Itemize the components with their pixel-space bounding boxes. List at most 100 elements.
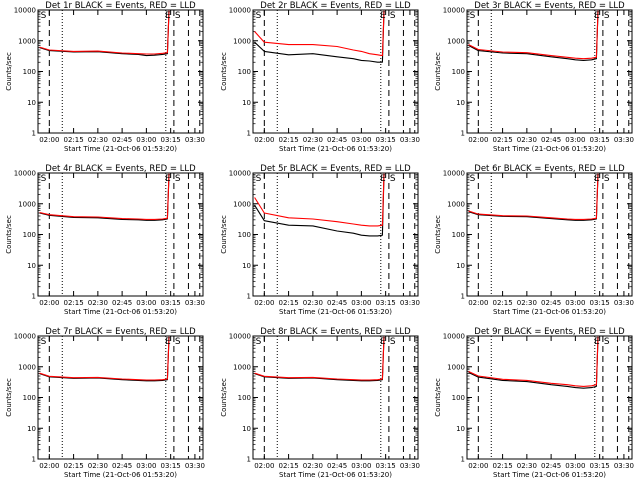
x-axis-label: Start Time (21-Oct-06 01:53:20)	[493, 308, 606, 316]
y-tick-label: 10	[242, 99, 251, 107]
y-tick-label: 10	[242, 425, 251, 433]
y-tick-label: 10000	[229, 333, 251, 341]
y-axis-label: Counts/sec	[220, 52, 228, 91]
x-tick-label: 02:30	[88, 299, 108, 307]
x-tick-label: 03:15	[590, 136, 610, 144]
panel-title: Det 3r BLACK = Events, RED = LLD	[474, 1, 625, 11]
y-axis-label: Counts/sec	[434, 378, 442, 417]
x-tick-label: 02:30	[517, 299, 537, 307]
panel-title: Det 1r BLACK = Events, RED = LLD	[45, 1, 196, 11]
detector-panel-2: Det 2r BLACK = Events, RED = LLD 1 10 100 10…	[220, 1, 420, 153]
x-tick-label: 02:30	[303, 299, 323, 307]
y-tick-label: 10	[27, 99, 36, 107]
y-axis-label: Counts/sec	[5, 215, 13, 254]
x-axis-label: Start Time (21-Oct-06 01:53:20)	[64, 145, 177, 153]
marker-e-1: E	[380, 337, 386, 347]
x-tick-label: 03:30	[400, 462, 420, 470]
panel-title: Det 6r BLACK = Events, RED = LLD	[474, 164, 625, 174]
series-line-lld	[254, 336, 385, 381]
series-line-events	[468, 11, 599, 61]
y-tick-label: 10000	[229, 7, 251, 15]
x-tick-label: 02:00	[254, 462, 274, 470]
marker-s-2: S	[41, 174, 47, 184]
panel-title: Det 5r BLACK = Events, RED = LLD	[260, 164, 411, 174]
marker-s-0: S	[390, 174, 396, 184]
y-tick-label: 1	[461, 456, 465, 464]
marker-s-2: S	[256, 337, 262, 347]
x-tick-label: 02:45	[541, 136, 561, 144]
y-axis-label: Counts/sec	[434, 215, 442, 254]
x-tick-label: 02:00	[39, 462, 59, 470]
x-tick-label: 02:30	[517, 462, 537, 470]
series-line-events	[254, 11, 385, 63]
marker-s-0: S	[604, 337, 610, 347]
x-tick-label: 02:15	[278, 136, 298, 144]
marker-e-1: E	[594, 11, 600, 21]
series-line-lld	[468, 173, 599, 220]
y-tick-label: 10	[456, 99, 465, 107]
x-tick-label: 02:15	[492, 462, 512, 470]
y-tick-label: 1	[32, 456, 36, 464]
marker-s-0: S	[604, 174, 610, 184]
x-tick-label: 02:00	[254, 136, 274, 144]
series-line-events	[39, 174, 170, 221]
marker-s-0: S	[604, 11, 610, 21]
y-tick-label: 1	[32, 130, 36, 138]
x-tick-label: 02:30	[88, 136, 108, 144]
y-axis-label: Counts/sec	[5, 378, 13, 417]
marker-s-2: S	[41, 11, 47, 21]
x-tick-label: 02:45	[327, 136, 347, 144]
x-tick-label: 03:00	[565, 299, 585, 307]
x-tick-label: 02:00	[468, 462, 488, 470]
y-tick-label: 100	[238, 231, 251, 239]
x-tick-label: 02:30	[303, 136, 323, 144]
x-tick-label: 02:45	[327, 462, 347, 470]
y-tick-label: 1000	[233, 200, 251, 208]
marker-s-0: S	[175, 337, 181, 347]
y-tick-label: 1000	[18, 200, 36, 208]
y-tick-label: 1000	[233, 37, 251, 45]
x-tick-label: 03:00	[565, 136, 585, 144]
x-axis-label: Start Time (21-Oct-06 01:53:20)	[279, 145, 392, 153]
series-line-lld	[468, 336, 599, 387]
x-tick-label: 03:15	[376, 462, 396, 470]
marker-e-1: E	[165, 11, 171, 21]
x-tick-label: 03:30	[614, 136, 634, 144]
y-tick-label: 1	[247, 293, 251, 301]
x-tick-label: 03:30	[400, 136, 420, 144]
marker-s-0: S	[390, 11, 396, 21]
y-tick-label: 1000	[447, 37, 465, 45]
marker-e-1: E	[594, 174, 600, 184]
y-tick-label: 100	[238, 68, 251, 76]
marker-e-1: E	[380, 174, 386, 184]
series-line-lld	[39, 10, 170, 55]
x-tick-label: 02:15	[278, 462, 298, 470]
y-tick-label: 1000	[18, 37, 36, 45]
y-axis-label: Counts/sec	[434, 52, 442, 91]
y-tick-label: 10	[242, 262, 251, 270]
y-tick-label: 1000	[447, 363, 465, 371]
x-tick-label: 02:00	[254, 299, 274, 307]
panel-title: Det 7r BLACK = Events, RED = LLD	[45, 327, 196, 337]
x-axis-label: Start Time (21-Oct-06 01:53:20)	[64, 471, 177, 479]
series-line-events	[468, 174, 599, 221]
y-tick-label: 1	[461, 293, 465, 301]
x-tick-label: 02:30	[303, 462, 323, 470]
x-tick-label: 02:15	[278, 299, 298, 307]
x-tick-label: 03:00	[351, 299, 371, 307]
y-tick-label: 10	[27, 262, 36, 270]
x-tick-label: 02:15	[63, 299, 83, 307]
series-line-lld	[39, 173, 170, 220]
x-tick-label: 03:30	[185, 136, 205, 144]
series-line-events	[39, 337, 170, 382]
x-tick-label: 03:00	[351, 462, 371, 470]
y-tick-label: 10000	[14, 170, 36, 178]
detector-panel-9: Det 9r BLACK = Events, RED = LLD 1 10 100 10…	[434, 327, 634, 479]
x-tick-label: 03:15	[590, 462, 610, 470]
y-tick-label: 10000	[14, 7, 36, 15]
detector-panel-1: Det 1r BLACK = Events, RED = LLD 1 10 100 10…	[5, 1, 205, 153]
detector-panel-8: Det 8r BLACK = Events, RED = LLD 1 10 100 10…	[220, 327, 420, 479]
detector-panel-4: Det 4r BLACK = Events, RED = LLD 1 10 100 10…	[5, 164, 205, 316]
y-tick-label: 100	[452, 68, 465, 76]
